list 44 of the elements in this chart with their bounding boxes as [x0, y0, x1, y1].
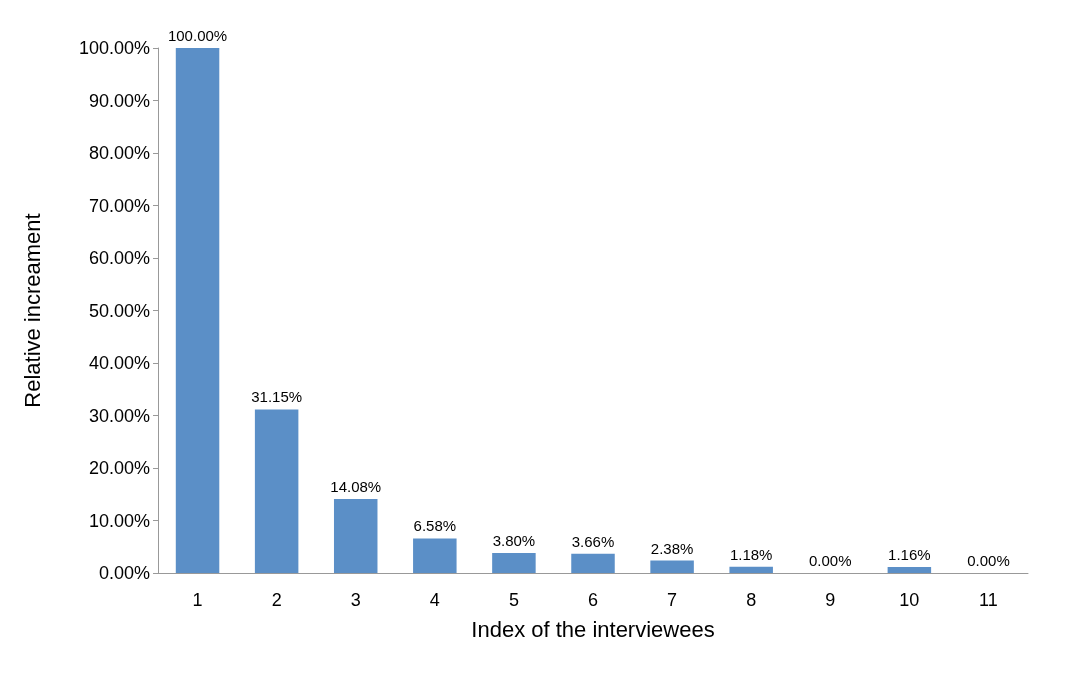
data-label: 1.16% [888, 545, 931, 563]
x-tick-label: 1 [192, 590, 203, 610]
bar [650, 560, 694, 573]
data-label: 6.58% [413, 517, 457, 535]
bar [571, 553, 615, 573]
y-tick-label: 30.00% [88, 405, 150, 426]
x-axis-title: Index of the interviewees [471, 616, 715, 642]
x-tick-label: 7 [667, 590, 678, 610]
y-tick-label: 70.00% [88, 195, 150, 216]
bar [729, 566, 773, 573]
bar [492, 553, 536, 573]
data-label: 0.00% [809, 552, 852, 569]
bar [333, 499, 378, 573]
data-label: 0.00% [967, 552, 1010, 569]
x-tick-label: 11 [979, 590, 998, 610]
data-label: 3.80% [492, 532, 536, 550]
x-tick-label: 10 [899, 590, 920, 610]
y-tick-label: 90.00% [88, 90, 150, 111]
x-tick-label: 3 [350, 590, 361, 610]
bar [413, 538, 457, 573]
data-label: 14.08% [330, 478, 382, 496]
bar [887, 566, 932, 573]
data-label: 3.66% [571, 532, 615, 550]
data-label: 31.15% [251, 388, 303, 406]
y-tick-label: 40.00% [88, 353, 150, 373]
data-label: 100.00% [167, 27, 228, 44]
x-tick-label: 4 [429, 590, 440, 610]
data-label: 2.38% [650, 539, 694, 557]
y-tick-label: 0.00% [98, 563, 150, 583]
y-tick-label: 100.00% [78, 38, 150, 58]
y-tick-label: 50.00% [88, 300, 150, 321]
x-tick-label: 9 [825, 590, 836, 610]
x-tick-label: 6 [587, 590, 599, 610]
bar [254, 409, 299, 573]
x-tick-label: 2 [271, 590, 282, 610]
y-tick-label: 10.00% [88, 510, 150, 531]
data-label: 1.18% [729, 545, 773, 563]
x-tick-label: 8 [746, 590, 757, 610]
y-tick-label: 80.00% [88, 143, 150, 163]
y-tick-label: 60.00% [88, 248, 150, 268]
y-axis-title: Relative increament [19, 213, 45, 408]
bar [175, 48, 220, 573]
y-tick-label: 20.00% [88, 458, 150, 478]
x-tick-label: 5 [508, 590, 519, 610]
